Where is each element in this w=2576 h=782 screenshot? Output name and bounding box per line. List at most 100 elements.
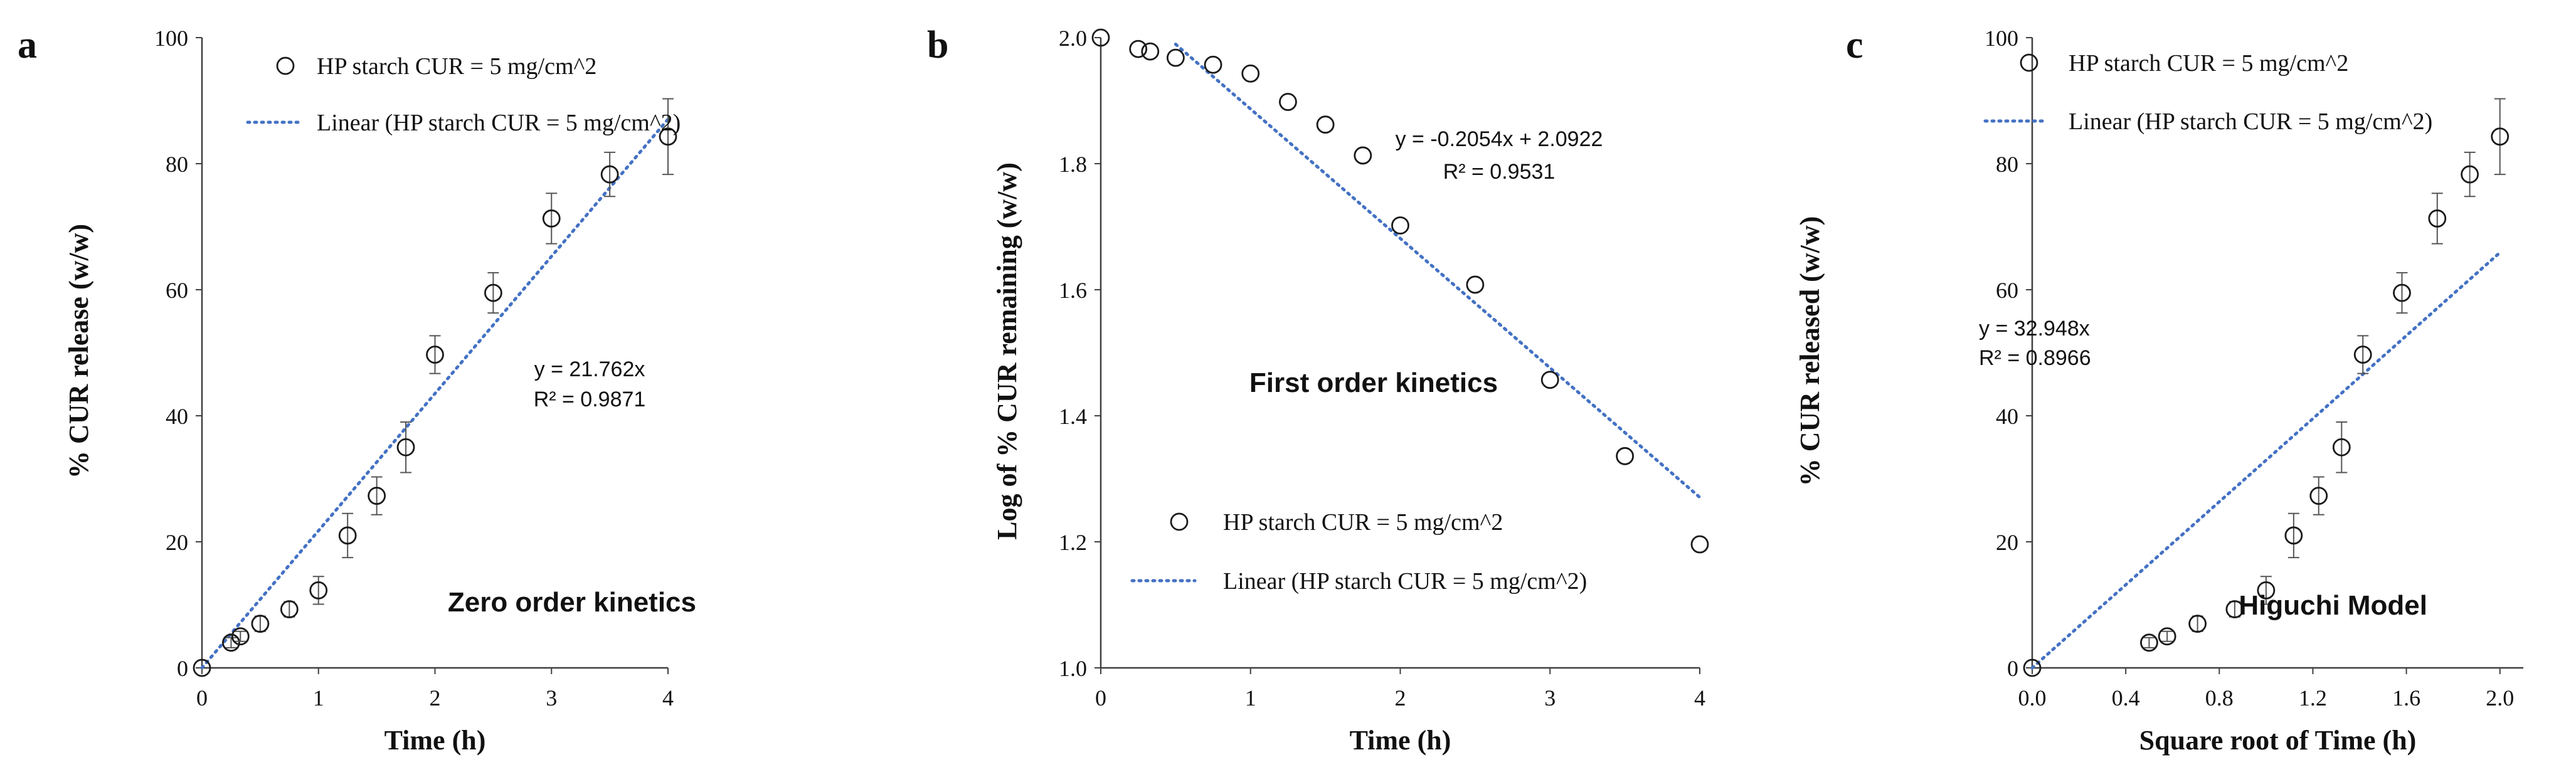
fit-r-squared: R² = 0.8966 — [1979, 346, 2091, 370]
fit-line — [200, 117, 670, 670]
data-point — [2428, 209, 2447, 228]
x-tick-label: 4 — [662, 685, 674, 711]
y-tick-label: 40 — [1996, 404, 2018, 429]
x-axis-title: Time (h) — [384, 725, 486, 756]
data-point — [1466, 275, 1485, 294]
data-point — [368, 487, 386, 505]
legend-label-fit: Linear (HP starch CUR = 5 mg/cm^2) — [2069, 108, 2432, 135]
data-point — [1540, 371, 1559, 389]
data-point — [222, 633, 240, 652]
x-tick-label: 0 — [196, 685, 208, 711]
fit-line — [1174, 43, 1702, 499]
y-tick-label: 60 — [1996, 278, 2018, 303]
x-tick-label: 3 — [1544, 685, 1556, 711]
fit-equation: y = 32.948x — [1979, 317, 2090, 341]
legend-label-fit: Linear (HP starch CUR = 5 mg/cm^2) — [317, 110, 681, 136]
x-tick-label: 1 — [313, 685, 324, 711]
data-point — [1241, 64, 1260, 83]
data-point — [1091, 28, 1110, 47]
panel-b: b 1.0 1.2 1.4 1.6 1.8 2.0 0 1 2 3 4 Time (h) Log of %… — [927, 24, 1709, 756]
x-tick-label: 1.2 — [2299, 685, 2327, 711]
legend-label-data: HP starch CUR = 5 mg/cm^2 — [317, 53, 596, 80]
x-tick-label: 2.0 — [2486, 685, 2514, 711]
fit-r-squared: R² = 0.9871 — [534, 388, 646, 411]
data-point — [1316, 115, 1335, 134]
data-point — [193, 658, 211, 677]
data-point — [2491, 127, 2510, 146]
y-axis-title: % CUR released (w/w) — [1794, 216, 1825, 487]
y-axis-title: Log of % CUR remaining (w/w) — [992, 162, 1022, 540]
x-tick-label: 1 — [1245, 685, 1256, 711]
legend-label-fit: Linear (HP starch CUR = 5 mg/cm^2) — [1223, 568, 1587, 594]
data-point — [1391, 216, 1409, 235]
data-point — [2140, 633, 2158, 652]
x-tick-label: 2 — [1395, 685, 1406, 711]
legend-marker — [276, 56, 295, 75]
data-point — [1129, 40, 1148, 58]
data-point — [1204, 55, 1222, 74]
y-tick-label: 40 — [166, 404, 188, 429]
data-point — [2257, 581, 2276, 600]
fit-line — [2030, 251, 2502, 670]
panel-label: b — [927, 24, 948, 66]
data-point — [309, 581, 328, 600]
panel-c: c 0 20 40 60 80 100 0.0 0.4 0.8 1.2 1.6 2.0 Square ro… — [1794, 24, 2523, 756]
data-point — [600, 165, 619, 184]
y-tick-label: 1.6 — [1059, 278, 1087, 303]
x-tick-label: 4 — [1694, 685, 1705, 711]
y-tick-label: 80 — [166, 152, 188, 177]
x-tick-label: 0 — [1095, 685, 1106, 711]
data-point — [2353, 346, 2372, 364]
x-tick-label: 0.4 — [2112, 685, 2140, 711]
x-tick-label: 0.0 — [2018, 685, 2047, 711]
model-label: Higuchi Model — [2239, 590, 2427, 621]
data-point — [2158, 627, 2176, 646]
legend-marker — [1170, 512, 1189, 531]
model-label: First order kinetics — [1249, 367, 1498, 398]
y-tick-label: 100 — [154, 26, 188, 51]
data-point — [542, 209, 561, 228]
data-point — [426, 346, 444, 364]
x-tick-label: 2 — [430, 685, 441, 711]
y-tick-label: 0 — [2007, 656, 2018, 681]
y-tick-label: 2.0 — [1059, 26, 1087, 51]
data-point — [2284, 526, 2303, 545]
data-point — [1354, 146, 1372, 165]
y-tick-label: 1.8 — [1059, 152, 1087, 177]
legend-label-data: HP starch CUR = 5 mg/cm^2 — [1223, 509, 1503, 536]
fit-equation: y = 21.762x — [534, 357, 645, 381]
x-tick-label: 3 — [546, 685, 557, 711]
model-label: Zero order kinetics — [448, 587, 696, 618]
data-point — [659, 127, 677, 146]
x-axis-title: Time (h) — [1350, 725, 1451, 756]
data-point — [2461, 165, 2479, 184]
panel-a: a 0 20 40 60 80 100 0 1 2 3 4 Time (h) % CUR release … — [18, 24, 696, 756]
y-tick-label: 1.0 — [1059, 656, 1087, 681]
data-point — [2023, 658, 2042, 677]
data-point — [338, 526, 357, 545]
data-point — [1616, 446, 1635, 465]
legend-label-data: HP starch CUR = 5 mg/cm^2 — [2069, 50, 2348, 77]
data-point — [2225, 600, 2244, 618]
legend-marker — [2020, 53, 2038, 72]
data-point — [1690, 535, 1709, 554]
data-point — [2332, 438, 2351, 457]
data-point — [251, 615, 270, 633]
x-axis-title: Square root of Time (h) — [2139, 725, 2417, 756]
data-point — [1141, 42, 1160, 61]
panel-label: c — [1846, 24, 1863, 66]
data-point — [2393, 283, 2411, 302]
x-tick-label: 1.6 — [2392, 685, 2420, 711]
y-tick-label: 20 — [1996, 530, 2018, 555]
data-point — [484, 283, 502, 302]
data-point — [231, 627, 250, 646]
data-point — [280, 600, 299, 618]
y-tick-label: 0 — [177, 656, 188, 681]
data-point — [396, 438, 415, 457]
y-tick-label: 100 — [1985, 26, 2018, 51]
y-tick-label: 80 — [1996, 152, 2018, 177]
data-point — [1279, 93, 1297, 111]
data-point — [2188, 615, 2207, 633]
fit-r-squared: R² = 0.9531 — [1443, 160, 1556, 184]
